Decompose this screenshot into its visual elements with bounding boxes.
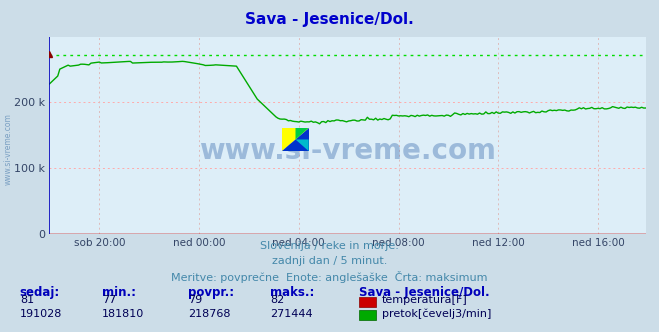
Text: Meritve: povprečne  Enote: anglešaške  Črta: maksimum: Meritve: povprečne Enote: anglešaške Črt… [171,271,488,283]
Text: pretok[čevelj3/min]: pretok[čevelj3/min] [382,308,492,319]
Text: www.si-vreme.com: www.si-vreme.com [3,114,13,185]
Text: 191028: 191028 [20,309,62,319]
Text: maks.:: maks.: [270,286,314,299]
Text: Sava - Jesenice/Dol.: Sava - Jesenice/Dol. [359,286,490,299]
Text: zadnji dan / 5 minut.: zadnji dan / 5 minut. [272,256,387,266]
Text: temperatura[F]: temperatura[F] [382,295,468,305]
Polygon shape [282,128,308,151]
Polygon shape [295,139,308,151]
Text: 218768: 218768 [188,309,230,319]
Text: 181810: 181810 [102,309,144,319]
Text: Slovenija / reke in morje.: Slovenija / reke in morje. [260,241,399,251]
Polygon shape [282,128,308,151]
Text: 82: 82 [270,295,285,305]
Text: 79: 79 [188,295,202,305]
Text: 271444: 271444 [270,309,313,319]
Text: 81: 81 [20,295,34,305]
Polygon shape [295,128,308,139]
Text: sedaj:: sedaj: [20,286,60,299]
Text: Sava - Jesenice/Dol.: Sava - Jesenice/Dol. [245,12,414,27]
Text: povpr.:: povpr.: [188,286,234,299]
Text: www.si-vreme.com: www.si-vreme.com [199,137,496,165]
Text: 77: 77 [102,295,117,305]
Text: min.:: min.: [102,286,136,299]
